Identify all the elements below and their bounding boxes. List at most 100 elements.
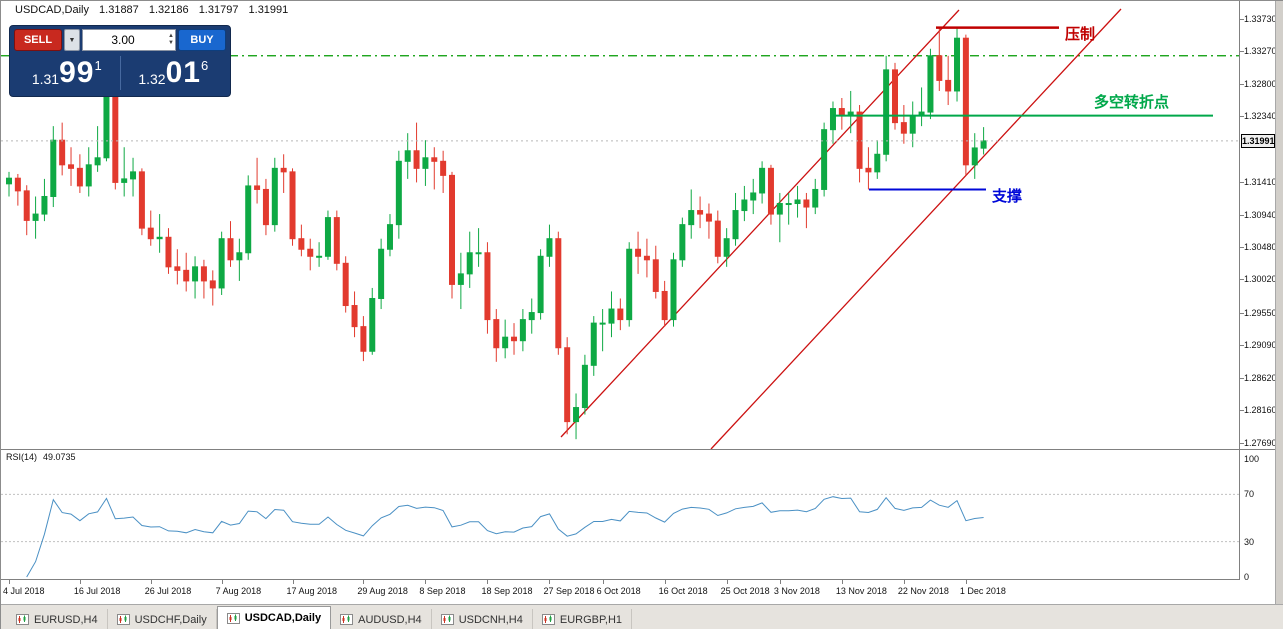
sell-button[interactable]: SELL — [14, 29, 62, 51]
candlestick — [254, 185, 261, 190]
candlestick — [227, 238, 234, 261]
date-axis-tick — [965, 580, 967, 584]
candlestick — [785, 203, 792, 206]
chart-tab-eurgbp[interactable]: EURGBP,H1 — [533, 609, 633, 629]
candlestick — [608, 308, 615, 324]
date-label: 13 Nov 2018 — [835, 586, 887, 596]
candlestick — [422, 157, 429, 169]
candlestick — [759, 167, 766, 194]
price-axis-tick — [1240, 83, 1244, 85]
candlestick — [856, 111, 863, 169]
date-label: 16 Oct 2018 — [658, 586, 708, 596]
chart-tab-usdcad[interactable]: USDCAD,Daily — [216, 606, 332, 629]
candlestick — [537, 255, 544, 314]
price-axis-label: 1.28160 — [1244, 405, 1277, 416]
chart-tab-usdchf[interactable]: USDCHF,Daily — [108, 609, 217, 629]
candlestick — [661, 290, 668, 321]
chart-tab-usdcnh[interactable]: USDCNH,H4 — [432, 609, 533, 629]
candlestick-chart[interactable] — [1, 1, 1239, 450]
candlestick — [519, 319, 526, 342]
candlestick — [741, 199, 748, 212]
date-label: 18 Sep 2018 — [481, 586, 533, 596]
date-label: 4 Jul 2018 — [3, 586, 45, 596]
volume-dropdown-button[interactable]: ▼ — [64, 29, 80, 51]
candlestick — [360, 326, 367, 352]
ask-price: 1.32 01 6 — [121, 55, 227, 91]
quote-high: 1.32186 — [148, 4, 189, 16]
candlestick — [590, 322, 597, 366]
date-axis-tick — [602, 580, 604, 584]
date-axis-tick — [779, 580, 781, 584]
candlestick — [333, 217, 340, 264]
buy-button[interactable]: BUY — [178, 29, 226, 51]
pane-separator[interactable] — [1, 449, 1275, 450]
candlestick — [635, 248, 642, 257]
candlestick — [103, 90, 110, 159]
spin-down-icon[interactable]: ▼ — [168, 40, 174, 46]
candlestick — [874, 153, 881, 173]
date-label: 1 Dec 2018 — [959, 586, 1006, 596]
rsi-axis-label: 0 — [1244, 572, 1250, 582]
candlestick — [271, 167, 278, 226]
symbol-period: USDCAD,Daily — [15, 4, 89, 16]
candlestick — [502, 336, 509, 349]
candlestick — [838, 108, 845, 117]
candlestick — [750, 192, 757, 201]
candlestick — [573, 407, 580, 423]
trend-channel-line[interactable] — [560, 9, 960, 438]
rsi-chart — [1, 493, 1239, 578]
chart-tab-eurusd[interactable]: EURUSD,H4 — [7, 609, 108, 629]
current-price-box: 1.31991 — [1241, 133, 1275, 148]
date-axis-tick — [549, 580, 551, 584]
candlestick — [954, 37, 961, 92]
candlestick — [564, 347, 571, 423]
date-label: 17 Aug 2018 — [286, 586, 338, 596]
quote-open: 1.31887 — [99, 4, 139, 16]
date-label: 8 Sep 2018 — [419, 586, 466, 596]
candlestick — [307, 248, 314, 257]
volume-input[interactable] — [83, 30, 175, 50]
candlestick — [829, 108, 836, 131]
bid-ask-divider — [119, 56, 121, 90]
spin-up-icon[interactable]: ▲ — [168, 33, 174, 39]
chart-icon — [440, 614, 454, 625]
candlestick — [316, 255, 323, 258]
candlestick — [962, 37, 969, 166]
date-axis: 4 Jul 2018 16 Jul 2018 26 Jul 2018 7 Aug 20… — [1, 579, 1240, 604]
tab-label: USDCHF,Daily — [134, 613, 207, 626]
candlestick — [555, 238, 562, 349]
bid-price: 1.31 99 1 — [14, 55, 120, 91]
candlestick — [395, 160, 402, 226]
candlestick — [262, 188, 269, 226]
price-axis-label: 1.30020 — [1244, 274, 1277, 285]
candlestick — [732, 210, 739, 240]
price-axis-label: 1.30480 — [1244, 242, 1277, 253]
price-axis-tick — [1240, 247, 1244, 249]
tab-label: USDCAD,Daily — [244, 612, 322, 624]
candlestick — [971, 147, 978, 166]
date-label: 6 Oct 2018 — [596, 586, 641, 596]
rsi-axis-label: 100 — [1244, 454, 1260, 464]
trend-channel-line[interactable] — [710, 8, 1122, 450]
candlestick — [493, 319, 500, 349]
price-axis-tick — [1240, 116, 1244, 118]
price-axis-tick — [1240, 279, 1244, 281]
candlestick — [50, 139, 57, 197]
rsi-header: RSI(14) 49.0735 — [6, 452, 82, 462]
candlestick — [705, 213, 712, 222]
candlestick — [945, 79, 952, 92]
candlestick — [94, 157, 101, 166]
tab-label: EURUSD,H4 — [34, 613, 98, 626]
window-right-strip — [1275, 1, 1283, 604]
candlestick — [41, 195, 48, 215]
price-axis-label: 1.29090 — [1244, 339, 1277, 350]
chart-tab-audusd[interactable]: AUDUSD,H4 — [331, 609, 432, 629]
candlestick — [528, 312, 535, 321]
chart-icon — [16, 614, 29, 625]
price-axis-label: 1.33730 — [1244, 13, 1277, 24]
candlestick — [209, 280, 216, 289]
price-axis-tick — [1240, 410, 1244, 412]
candlestick — [130, 171, 137, 180]
volume-spinner[interactable]: ▲ ▼ — [168, 30, 174, 50]
